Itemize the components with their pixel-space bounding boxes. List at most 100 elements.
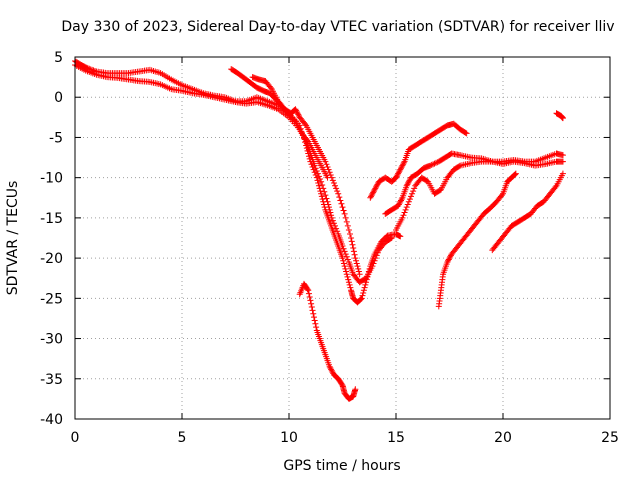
data-point [308, 304, 315, 311]
y-tick-label: 5 [54, 50, 63, 66]
data-point [318, 178, 325, 185]
data-point [359, 292, 366, 299]
data-point [334, 188, 341, 195]
data-point [370, 260, 377, 267]
data-point [335, 190, 342, 197]
x-tick-label: 15 [387, 430, 405, 446]
data-point [373, 182, 380, 189]
y-axis-label: SDTVAR / TECUs [5, 181, 21, 296]
data-point [334, 228, 341, 235]
data-point [404, 181, 411, 188]
data-point [367, 194, 374, 201]
data-point [293, 108, 300, 115]
y-tick-label: -35 [40, 372, 63, 388]
series-3 [228, 66, 331, 181]
data-point [446, 255, 453, 262]
data-point [427, 162, 434, 169]
data-point [512, 170, 519, 177]
y-tick-label: -15 [40, 211, 63, 227]
data-point [398, 163, 405, 170]
data-point [396, 167, 403, 174]
data-point [388, 235, 395, 241]
data-point [371, 257, 378, 264]
data-point [324, 198, 331, 205]
data-point [317, 176, 324, 183]
data-point [361, 284, 368, 291]
data-point [315, 180, 322, 187]
data-point [395, 202, 402, 209]
data-point [325, 204, 332, 211]
data-point [336, 194, 343, 201]
data-point [400, 159, 407, 166]
x-tick-label: 10 [280, 430, 298, 446]
series-5 [296, 280, 359, 402]
data-point [341, 263, 348, 270]
data-point [345, 279, 352, 286]
data-point [403, 182, 410, 189]
data-point [348, 235, 355, 241]
data-point [400, 212, 407, 219]
data-point [355, 268, 362, 275]
data-point [372, 255, 379, 262]
data-point [295, 111, 302, 118]
data-point [406, 177, 413, 184]
data-point [319, 182, 326, 189]
data-point [341, 248, 348, 255]
data-point [305, 287, 312, 294]
data-point [341, 210, 348, 217]
data-point [330, 220, 337, 227]
data-point [342, 251, 349, 258]
data-point [357, 296, 364, 303]
data-point [338, 200, 345, 207]
data-point [320, 185, 327, 192]
data-point [345, 276, 352, 283]
data-point [310, 310, 317, 317]
data-point [318, 193, 325, 200]
data-point [304, 137, 311, 144]
data-point [369, 263, 376, 270]
data-point [447, 253, 454, 260]
data-point [328, 367, 335, 374]
data-point [353, 260, 360, 267]
data-point [402, 206, 409, 213]
series-4 [249, 74, 363, 278]
data-point [395, 201, 402, 208]
data-point [339, 204, 346, 211]
x-tick-label: 5 [178, 430, 187, 446]
data-point [400, 161, 407, 168]
data-point [306, 293, 313, 300]
y-tick-label: -30 [40, 332, 63, 348]
data-point [354, 263, 361, 270]
data-point [330, 180, 337, 187]
data-point [327, 365, 334, 372]
series-11 [553, 110, 566, 122]
data-point [317, 188, 324, 195]
data-point [369, 190, 376, 197]
data-point [343, 268, 350, 275]
data-point [372, 185, 379, 192]
data-point [328, 366, 335, 373]
data-point [302, 121, 309, 128]
data-point [346, 281, 353, 288]
data-point [326, 206, 333, 213]
data-point [337, 197, 344, 204]
data-point [395, 169, 402, 176]
data-point [328, 212, 335, 219]
data-point [328, 214, 335, 221]
data-point [333, 185, 340, 192]
y-tick-label: -20 [40, 251, 63, 267]
data-point [309, 307, 316, 314]
data-point [358, 296, 365, 303]
data-point [373, 184, 380, 191]
data-point [343, 271, 350, 278]
data-point [356, 271, 363, 278]
data-point [463, 130, 470, 137]
data-point [315, 182, 322, 189]
data-point [323, 161, 330, 168]
data-point [327, 171, 334, 178]
y-tick-label: -5 [49, 130, 63, 146]
data-point [332, 222, 339, 229]
data-point [329, 217, 336, 224]
data-point [340, 260, 347, 267]
data-point [292, 106, 299, 113]
